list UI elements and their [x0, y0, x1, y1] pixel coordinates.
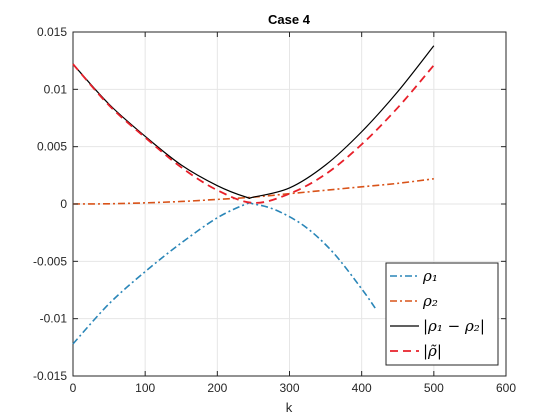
legend-label-2: ρ₂: [422, 292, 438, 310]
series-line-4: [72, 63, 435, 204]
y-tick-label: -0.01: [40, 312, 68, 326]
x-tick-label: 400: [352, 381, 372, 395]
legend-box: [385, 262, 499, 366]
series-layer: [72, 45, 435, 345]
x-tick-label: 300: [279, 381, 299, 395]
chart-title: Case 4: [268, 12, 311, 27]
x-tick-label: 500: [424, 381, 444, 395]
x-tick-label: 200: [207, 381, 227, 395]
legend-label-3: |ρ₁ − ρ₂|: [423, 317, 485, 335]
x-tick-label: 600: [496, 381, 516, 395]
legend-label-4: |ρ̃|: [423, 342, 442, 360]
legend: ρ₁ ρ₂ |ρ₁ − ρ₂| |ρ̃|: [385, 262, 499, 366]
x-tick-label: 0: [70, 381, 77, 395]
y-tick-label: 0.01: [44, 82, 68, 96]
x-tick-label: 100: [135, 381, 155, 395]
y-tick-label: -0.005: [33, 254, 67, 268]
x-axis-label: k: [286, 400, 293, 415]
y-tick-label: -0.015: [33, 369, 67, 383]
y-tick-label: 0.015: [37, 25, 67, 39]
y-axis: -0.015 -0.01 -0.005 0 0.005 0.01 0.015: [33, 25, 506, 383]
y-tick-label: 0.005: [37, 140, 67, 154]
x-axis: 0 100 200 300 400 500 600: [70, 32, 516, 395]
y-tick-label: 0: [60, 197, 67, 211]
legend-label-1: ρ₁: [422, 267, 438, 285]
